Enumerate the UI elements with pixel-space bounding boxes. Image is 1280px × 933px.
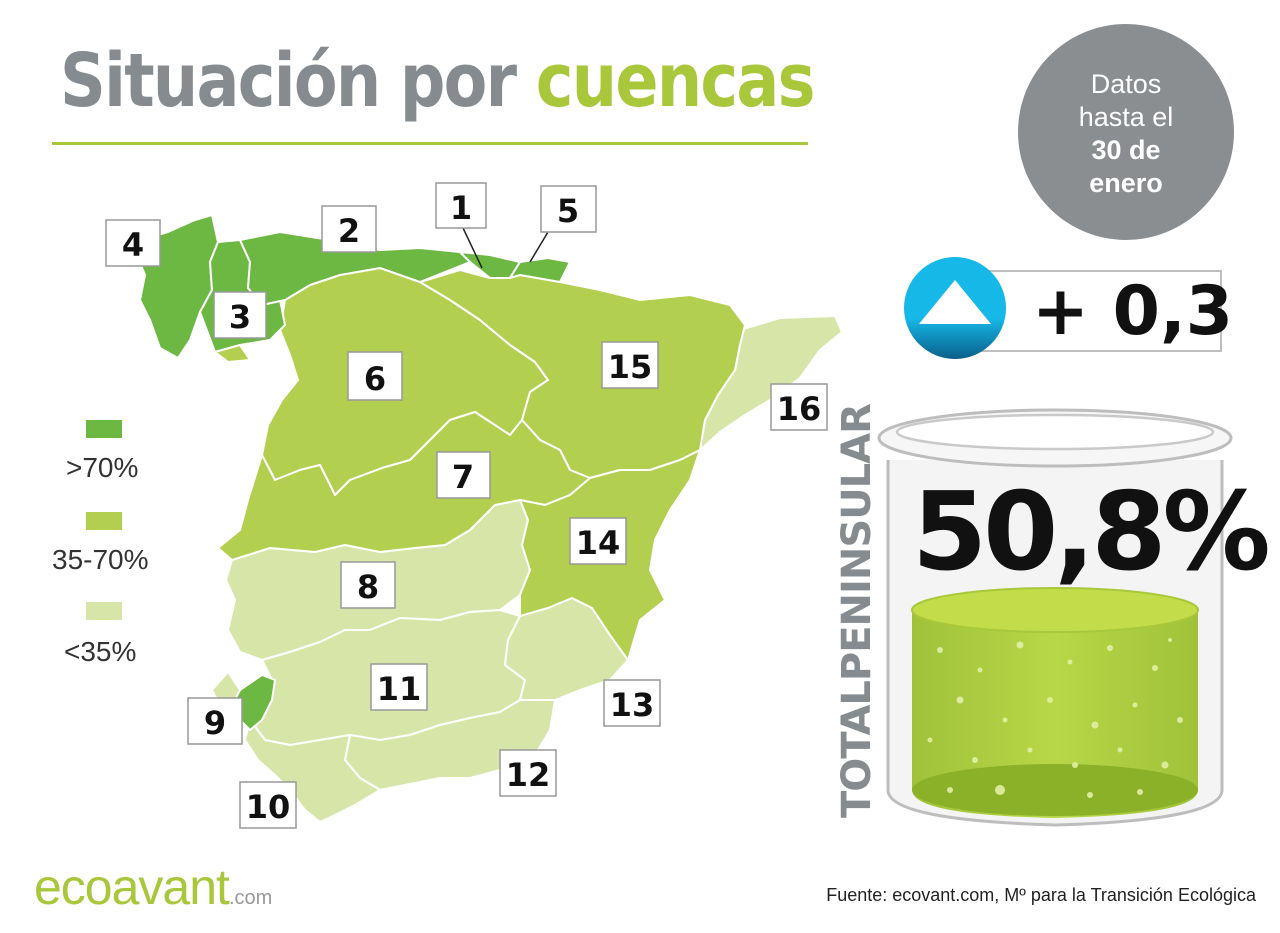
total-percent: 50,8% (912, 470, 1271, 595)
basin-number-13: 13 (610, 686, 655, 724)
legend-label-low: <35% (64, 636, 137, 667)
basin-label-2: 2 (321, 205, 377, 253)
logo-suffix: .com (228, 887, 273, 909)
basin-number-16: 16 (777, 390, 822, 428)
basin-label-10: 10 (239, 781, 297, 829)
basin-label-14: 14 (569, 517, 627, 565)
basin-label-15: 15 (601, 341, 659, 389)
basin-label-3: 3 (213, 291, 267, 339)
basin-label-5: 5 (540, 185, 597, 233)
logo-main: ecoavant (34, 859, 230, 915)
legend-label-high: >70% (66, 452, 139, 483)
title-underline (52, 142, 808, 145)
legend-swatch-low (86, 602, 122, 620)
basin-number-1: 1 (450, 189, 472, 227)
date-line-2: hasta el (1078, 102, 1174, 132)
legend-label-medium: 35-70% (52, 544, 149, 575)
basin-number-8: 8 (357, 568, 379, 606)
date-line-1: Datos (1090, 69, 1162, 99)
basin-label-12: 12 (499, 749, 557, 797)
basin-label-6: 6 (347, 351, 403, 401)
basin-number-14: 14 (576, 524, 621, 562)
basin-number-12: 12 (506, 756, 551, 794)
up-arrow-icon (904, 257, 1006, 359)
basin-label-11: 11 (370, 663, 428, 711)
basin-label-8: 8 (340, 561, 396, 609)
basin-10-region (244, 719, 381, 823)
basin-label-13: 13 (603, 679, 661, 727)
basin-number-10: 10 (246, 788, 291, 826)
ecoavant-logo: ecoavant.com (34, 858, 272, 916)
basin-label-4: 4 (105, 219, 161, 267)
basin-5-region (509, 257, 571, 283)
reservoir-jar (877, 408, 1233, 827)
date-line-4: enero (1089, 168, 1163, 198)
basin-number-6: 6 (364, 360, 386, 398)
basin-label-16: 16 (770, 383, 828, 431)
basin-label-7: 7 (436, 451, 491, 499)
legend-swatch-high (86, 420, 122, 438)
basin-label-1: 1 (435, 182, 487, 229)
basin-number-3: 3 (229, 298, 251, 336)
small-south-patch (214, 344, 251, 363)
date-line-3: 30 de (1091, 135, 1161, 165)
legend-swatch-medium (86, 512, 122, 530)
title-part-1: Situación por (60, 38, 517, 124)
basin-number-5: 5 (557, 192, 579, 230)
basin-number-7: 7 (452, 458, 474, 496)
basin-number-11: 11 (377, 670, 422, 708)
spain-basins-map: 1 2 3 4 5 6 7 8 9 10 11 12 13 14 15 16 (105, 182, 843, 829)
change-value: + 0,3 (1032, 272, 1234, 351)
basin-number-2: 2 (338, 212, 360, 250)
basin-number-15: 15 (608, 348, 653, 386)
source-credit: Fuente: ecovant.com, Mº para la Transici… (826, 885, 1256, 905)
title-part-2: cuencas (535, 38, 816, 124)
page-title: Situación por cuencas (60, 38, 816, 124)
date-badge: Datos hasta el 30 de enero (1018, 24, 1234, 240)
basin-label-9: 9 (187, 697, 243, 745)
basin-number-4: 4 (122, 226, 144, 264)
basin-number-9: 9 (204, 704, 226, 742)
